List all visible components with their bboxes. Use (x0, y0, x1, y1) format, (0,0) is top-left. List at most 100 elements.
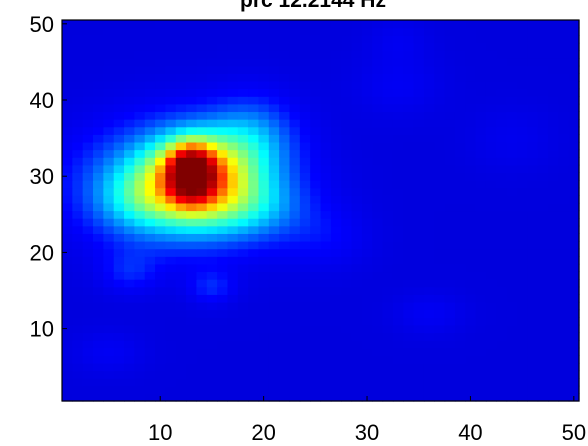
heatmap-cell (506, 65, 518, 74)
heatmap-cell (72, 210, 84, 219)
heatmap-cell (144, 385, 156, 394)
heatmap-cell (527, 218, 539, 227)
heatmap-cell (361, 20, 373, 29)
heatmap-cell (568, 340, 580, 349)
heatmap-cell (506, 180, 518, 189)
heatmap-cell (82, 225, 94, 234)
heatmap-cell (248, 80, 260, 90)
heatmap-cell (124, 126, 135, 135)
heatmap-cell (537, 119, 549, 128)
heatmap-cell (382, 263, 394, 273)
heatmap-cell (361, 111, 373, 120)
heatmap-cell (516, 233, 528, 242)
heatmap-cell (299, 126, 311, 135)
heatmap-cell (268, 385, 280, 394)
heatmap-cell (237, 263, 249, 273)
heatmap-cell (537, 309, 549, 318)
heatmap-cell (537, 263, 549, 273)
heatmap-cell (165, 271, 177, 280)
heatmap-cell (361, 286, 373, 295)
heatmap-cell (568, 355, 580, 364)
heatmap-cell (175, 378, 187, 387)
heatmap-cell (62, 96, 73, 105)
heatmap-cell (113, 385, 125, 394)
heatmap-cell (248, 141, 260, 151)
heatmap-cell (372, 35, 384, 44)
heatmap-cell (444, 134, 456, 143)
heatmap-cell (341, 324, 353, 334)
heatmap-cell (351, 172, 363, 181)
heatmap-cell (547, 111, 559, 120)
heatmap-cell (134, 317, 146, 326)
heatmap-cell (227, 309, 239, 318)
heatmap-cell (124, 324, 135, 334)
heatmap-cell (217, 202, 229, 212)
heatmap-cell (423, 157, 435, 166)
heatmap-cell (506, 248, 518, 257)
heatmap-cell (134, 279, 146, 288)
heatmap-cell (465, 141, 477, 151)
heatmap-cell (361, 187, 373, 196)
heatmap-cell (165, 279, 177, 288)
heatmap-cell (320, 347, 332, 356)
heatmap-cell (506, 111, 518, 120)
heatmap-cell (206, 362, 218, 372)
heatmap-cell (547, 385, 559, 394)
heatmap-cell (227, 65, 239, 74)
heatmap-cell (382, 347, 394, 356)
heatmap-cell (330, 80, 342, 90)
heatmap-cell (82, 332, 94, 341)
heatmap-cell (248, 240, 260, 250)
heatmap-cell (361, 332, 373, 341)
heatmap-cell (186, 164, 198, 173)
heatmap-cell (186, 80, 198, 90)
heatmap-cell (372, 149, 384, 158)
heatmap-cell (134, 96, 146, 105)
heatmap-cell (506, 35, 518, 44)
heatmap-cell (217, 149, 229, 158)
heatmap-cell (382, 233, 394, 242)
heatmap-cell (289, 157, 301, 166)
heatmap-cell (568, 324, 580, 334)
heatmap-cell (93, 73, 104, 82)
heatmap-cell (392, 263, 404, 273)
heatmap-cell (516, 202, 528, 212)
heatmap-cell (299, 378, 311, 387)
heatmap-cell (382, 256, 394, 265)
heatmap-cell (403, 210, 415, 219)
heatmap-cell (547, 370, 559, 379)
heatmap-cell (227, 355, 239, 364)
heatmap-cell (186, 393, 198, 402)
heatmap-cell (372, 50, 384, 59)
heatmap-cell (496, 88, 508, 97)
heatmap-cell (206, 393, 218, 402)
heatmap-cell (175, 263, 187, 273)
heatmap-cell (547, 210, 559, 219)
heatmap-cell (516, 218, 528, 227)
heatmap-cell (361, 248, 373, 257)
heatmap-cell (93, 126, 104, 135)
heatmap-cell (206, 42, 218, 52)
heatmap-cell (227, 50, 239, 59)
heatmap-cell (268, 256, 280, 265)
heatmap-cell (82, 286, 94, 295)
heatmap-cell (186, 370, 198, 379)
heatmap-cell (93, 324, 104, 334)
heatmap-cell (62, 103, 73, 113)
heatmap-cell (289, 324, 301, 334)
heatmap-cell (155, 294, 166, 303)
heatmap-cell (444, 65, 456, 74)
heatmap-cell (248, 332, 260, 341)
heatmap-cell (392, 378, 404, 387)
heatmap-cell (351, 233, 363, 242)
heatmap-cell (144, 73, 156, 82)
heatmap-cell (454, 96, 466, 105)
heatmap-cell (403, 309, 415, 318)
heatmap-cell (475, 355, 487, 364)
heatmap-cell (113, 248, 125, 257)
heatmap-cell (392, 134, 404, 143)
heatmap-cell (196, 225, 208, 234)
heatmap-cell (165, 141, 177, 151)
heatmap-cell (341, 88, 353, 97)
heatmap-cell (93, 96, 104, 105)
